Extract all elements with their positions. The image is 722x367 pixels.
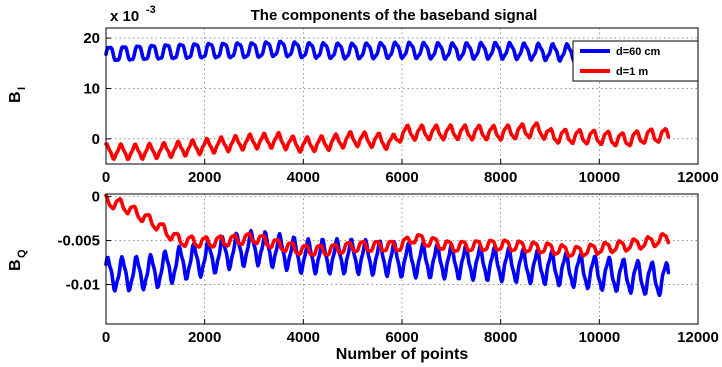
bottom-y-ticks: 0 -0.005 -0.01 — [57, 189, 111, 293]
bottom-subplot: B Q 0 2000 4000 6000 8000 10000 12000 0 -0.005 -… — [7, 189, 719, 363]
x-tick-label: 6000 — [385, 169, 418, 186]
series-line-d-1-m — [104, 121, 671, 162]
x-tick-label: 10000 — [578, 329, 620, 346]
legend-label-d1m: d=1 m — [616, 66, 648, 78]
bottom-y-label-sub: Q — [16, 249, 28, 258]
x-tick-label: 4000 — [287, 329, 320, 346]
y-tick-label: 0 — [92, 189, 100, 206]
series-line-blue — [104, 228, 671, 298]
y-tick-label: 20 — [83, 30, 100, 47]
top-y-multiplier: x 10 -3 — [110, 4, 156, 25]
y-tick-label: -0.01 — [66, 276, 100, 293]
legend: d=60 cm d=1 m — [572, 40, 699, 82]
top-y-label-sub: I — [16, 87, 28, 90]
bottom-x-ticks: 0 2000 4000 6000 8000 10000 12000 — [102, 319, 719, 346]
legend-label-d60cm: d=60 cm — [616, 46, 661, 58]
y-tick-label: 0 — [92, 131, 100, 148]
y-tick-label: -0.005 — [57, 233, 100, 250]
top-y-label-main: B — [7, 91, 24, 103]
x-tick-label: 8000 — [484, 169, 517, 186]
series-line-red — [104, 193, 671, 259]
x-tick-label: 12000 — [677, 329, 719, 346]
x-tick-label: 8000 — [484, 329, 517, 346]
bottom-y-label-main: B — [7, 259, 24, 271]
x-tick-label: 6000 — [385, 329, 418, 346]
legend-box — [572, 40, 699, 82]
chart-title: The components of the baseband signal — [251, 7, 538, 24]
bottom-y-axis-label: B Q — [7, 249, 28, 271]
top-y-axis-label: B I — [7, 87, 28, 103]
top-y-multiplier-base: x 10 — [110, 8, 139, 25]
x-tick-label: 0 — [102, 329, 110, 346]
bottom-series-group — [104, 193, 671, 298]
x-tick-label: 10000 — [578, 169, 620, 186]
top-x-ticks: 0 2000 4000 6000 8000 10000 12000 — [102, 159, 719, 186]
top-subplot: The components of the baseband signal x … — [7, 4, 719, 186]
top-y-ticks: 20 10 0 — [83, 30, 111, 148]
bottom-grid — [106, 194, 698, 324]
x-tick-label: 2000 — [188, 329, 221, 346]
y-tick-label: 10 — [83, 80, 100, 97]
x-tick-label: 2000 — [188, 169, 221, 186]
top-y-multiplier-exponent: -3 — [146, 4, 156, 16]
bottom-x-label: Number of points — [336, 346, 469, 363]
x-tick-label: 4000 — [287, 169, 320, 186]
x-tick-label: 12000 — [677, 169, 719, 186]
x-tick-label: 0 — [102, 169, 110, 186]
